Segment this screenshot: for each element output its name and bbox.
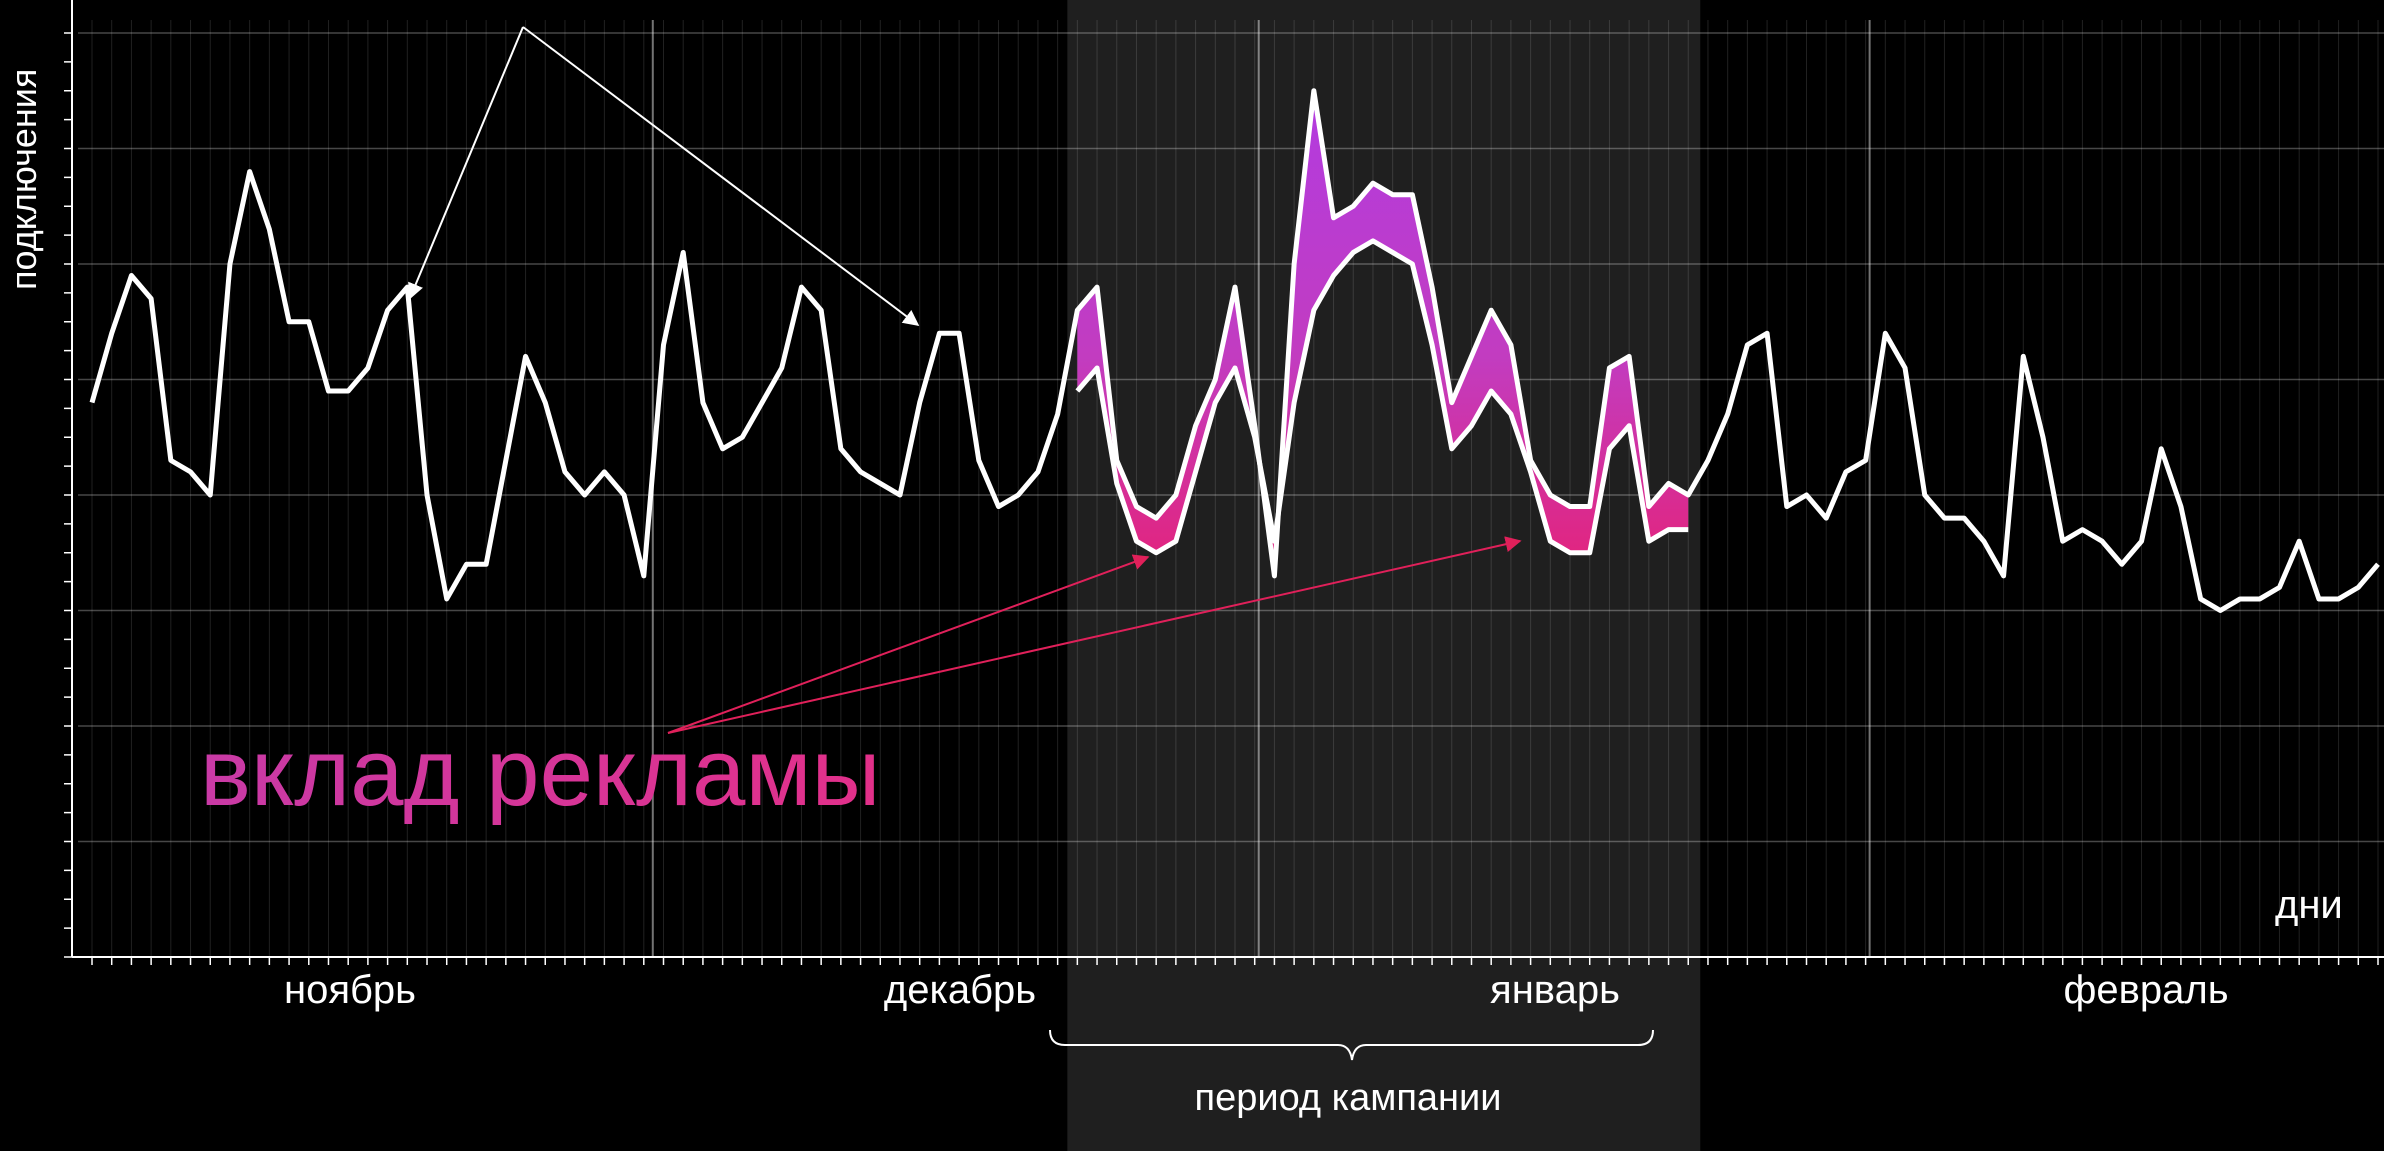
month-label-february: февраль: [2063, 968, 2228, 1012]
with-ads-line: [1075, 238, 1689, 556]
pointer-arrow: [408, 26, 524, 300]
ad-contribution-label: вклад рекламы: [200, 719, 880, 826]
ad-contribution-fill: [1077, 90, 1689, 576]
baseline-series: [89, 88, 2380, 613]
y-axis-title: подключения: [3, 69, 44, 290]
month-label-december: декабрь: [884, 968, 1036, 1012]
month-label-november: ноябрь: [284, 968, 416, 1012]
ad-pointer-arrow: [667, 536, 1522, 734]
annotation-arrows: [408, 26, 1522, 734]
ad-pointer-arrow: [667, 554, 1150, 734]
ad-contribution-area: [1077, 90, 1689, 576]
baseline-line: [89, 88, 2380, 613]
campaign-period-label: период кампании: [1195, 1077, 1502, 1119]
pointer-arrow: [522, 26, 920, 326]
x-axis-title: дни: [2275, 883, 2343, 927]
campaign-brace: [1049, 1029, 1654, 1061]
axes: [64, 0, 2384, 965]
month-label-january: январь: [1490, 968, 1620, 1012]
